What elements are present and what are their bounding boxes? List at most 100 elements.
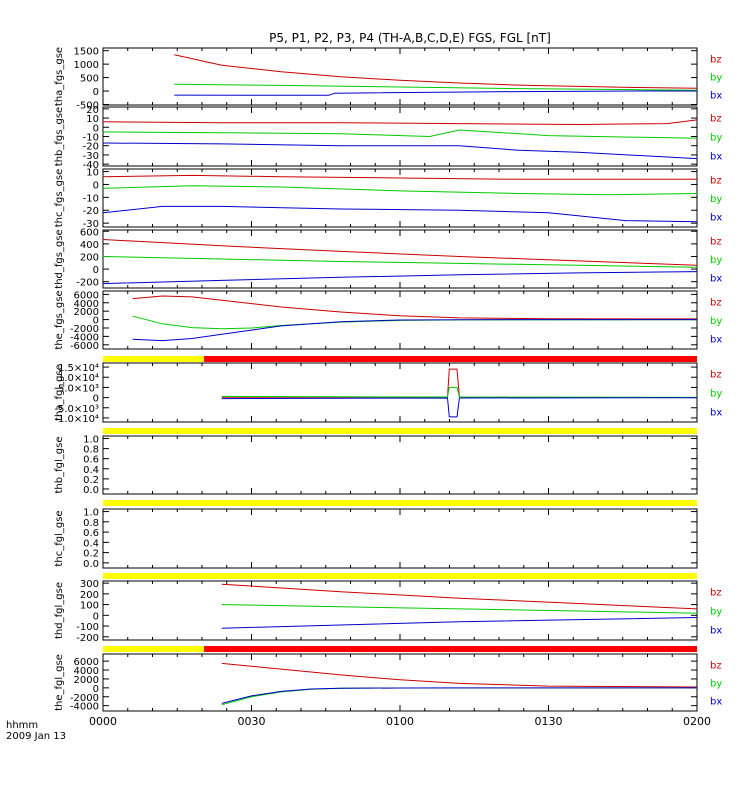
y-tick-label: 0.6 <box>83 455 99 466</box>
y-axis-label: thd_fgl_gse <box>54 582 65 639</box>
y-tick-label: -40 <box>83 160 99 171</box>
y-tick-label: 0.2 <box>83 475 99 486</box>
y-tick-label: 600 <box>80 227 99 238</box>
legend-by: by <box>710 73 722 84</box>
y-tick-label: -200 <box>76 278 99 289</box>
series-line-bz <box>221 368 698 398</box>
legend-by: by <box>710 194 722 205</box>
panel-6: 1.5×10⁴1.0×10⁴5.0×10³0-5.0×10³-1.0×10⁴th… <box>54 362 722 434</box>
panel-frame <box>102 653 698 712</box>
y-tick-label: -10 <box>83 133 99 144</box>
date-label: 2009 Jan 13 <box>6 731 66 742</box>
y-tick-label: 0.8 <box>83 518 99 529</box>
status-bar-yellow <box>103 356 204 362</box>
y-axis-label: thb_fgl_gse <box>54 437 65 494</box>
legend-by: by <box>710 607 722 618</box>
time-corner-label: hhmm <box>6 720 38 731</box>
panel-3: 100 -10 -20 -30 thc_fgs_gse bz by bx <box>54 168 722 231</box>
y-tick-label: 1.5×10⁴ <box>58 363 99 374</box>
y-tick-label: 0 <box>93 123 99 134</box>
y-tick-label: -500 <box>76 100 99 111</box>
series-line-bx <box>221 397 698 418</box>
legend-bx: bx <box>710 335 722 346</box>
x-tick-label: 0030 <box>238 715 266 728</box>
series-line-bx <box>102 271 698 285</box>
series-line-bx <box>174 90 697 96</box>
x-tick-label: 0100 <box>386 715 414 728</box>
legend-bz: bz <box>710 54 722 65</box>
panel-8: 1.00.80.60.40.20.0 thc_fgl_gse <box>54 508 698 579</box>
panel-frame <box>102 47 698 106</box>
y-axis-label: thd_fgs_gse <box>54 229 65 288</box>
status-bar-red <box>203 646 698 652</box>
legend-bz: bz <box>710 588 722 599</box>
series-line-by <box>102 129 698 139</box>
y-tick-label: 0.2 <box>83 549 99 560</box>
legend-by: by <box>710 679 722 690</box>
y-tick-label: 1.0 <box>83 508 99 519</box>
series-line-bz <box>102 239 698 266</box>
y-axis-label: the_fgs_gse <box>54 290 65 349</box>
legend-bx: bx <box>710 697 722 708</box>
time-axis: 0000 0030 0100 0130 0200 <box>89 715 711 728</box>
y-axis-label: thc_fgl_gse <box>54 510 65 566</box>
series-line-by <box>102 185 698 196</box>
y-tick-label: 400 <box>80 240 99 251</box>
y-tick-label: 0.0 <box>83 559 99 570</box>
status-bar-yellow <box>103 646 204 652</box>
y-axis-label: thc_fgs_gse <box>54 169 65 228</box>
y-tick-label: 6000 <box>74 290 99 301</box>
legend-bx: bx <box>710 625 722 636</box>
legend-bz: bz <box>710 370 722 381</box>
series-line-bx <box>132 319 698 342</box>
legend-by: by <box>710 255 722 266</box>
y-tick-label: 500 <box>80 74 99 85</box>
y-tick-label: 4000 <box>74 666 99 677</box>
y-tick-label: 0.6 <box>83 528 99 539</box>
y-tick-label: 0 <box>93 180 99 191</box>
y-axis-label: the_fgl_gse <box>54 654 65 711</box>
legend-by: by <box>710 133 722 144</box>
legend-bz: bz <box>710 660 722 671</box>
y-tick-label: 5.0×10³ <box>58 383 99 394</box>
y-tick-label: 0 <box>93 87 99 98</box>
y-tick-label: 1.0 <box>83 435 99 446</box>
y-tick-label: 0.8 <box>83 445 99 456</box>
y-tick-label: 0.0 <box>83 485 99 496</box>
y-tick-label: 0 <box>93 265 99 276</box>
panel-frame <box>102 435 698 495</box>
y-tick-label: 20 <box>86 105 99 116</box>
y-tick-label: -30 <box>83 219 99 230</box>
series-line-bz <box>221 662 698 688</box>
panel-frame <box>102 580 698 641</box>
y-tick-label: 0.4 <box>83 465 99 476</box>
y-tick-label: -6000 <box>70 341 99 352</box>
y-tick-label: -100 <box>76 622 99 633</box>
y-axis-label: thb_fgs_gse <box>54 107 65 166</box>
x-tick-label: 0130 <box>535 715 563 728</box>
status-bar-red <box>203 356 698 362</box>
legend-by: by <box>710 316 722 327</box>
legend-bx: bx <box>710 407 722 418</box>
y-tick-label: 10 <box>86 114 99 125</box>
series-line-bz <box>221 583 698 610</box>
y-tick-label: -10 <box>83 193 99 204</box>
panel-7: 1.00.80.60.40.20.0 thb_fgl_gse <box>54 435 698 506</box>
y-tick-label: 2000 <box>74 307 99 318</box>
panel-frame <box>102 362 698 423</box>
series-line-by <box>102 256 698 268</box>
series-line-bx <box>221 617 698 629</box>
series-line-bz <box>102 174 697 180</box>
y-tick-label: -200 <box>76 633 99 644</box>
y-axis-label: tha_fgs_gse <box>54 47 65 106</box>
y-tick-label: -4000 <box>70 702 99 713</box>
y-tick-label: 0 <box>93 316 99 327</box>
status-bar-yellow <box>103 428 697 434</box>
